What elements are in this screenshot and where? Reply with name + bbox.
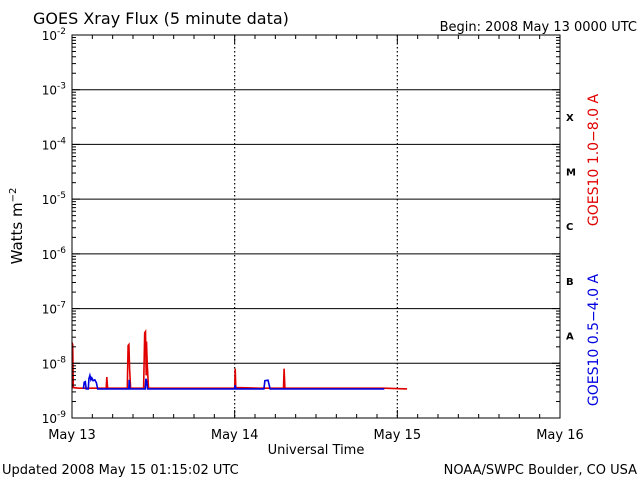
data-source-label: NOAA/SWPC Boulder, CO USA: [444, 463, 637, 478]
y-tick-label: 10-6: [42, 246, 67, 262]
y-tick-label: 10-8: [42, 355, 67, 371]
x-tick-label: May 15: [374, 428, 422, 443]
x-tick-label: May 16: [536, 428, 584, 443]
legend-long-channel: GOES10 1.0−8.0 A: [586, 94, 602, 227]
series-long-channel-line: [71, 329, 408, 390]
flare-class-a: A: [566, 332, 574, 343]
plot-frame: [71, 34, 561, 419]
chart-title: GOES Xray Flux (5 minute data): [33, 9, 289, 28]
series-short-channel-line: [82, 372, 385, 390]
y-tick-label: 10-5: [42, 191, 66, 207]
begin-time-label: Begin: 2008 May 13 0000 UTC: [440, 20, 637, 35]
x-tick-labels: May 13 May 14 May 15 May 16: [48, 428, 584, 443]
y-tick-label: 10-4: [42, 136, 67, 152]
y-axis-label: Watts m−2: [8, 188, 26, 265]
flare-class-c: C: [566, 222, 573, 233]
flare-class-labels: X M C B A: [566, 113, 576, 343]
x-tick-label: May 13: [48, 428, 96, 443]
x-axis-label: Universal Time: [268, 443, 365, 458]
flare-class-b: B: [566, 277, 574, 288]
y-tick-label: 10-2: [42, 27, 66, 43]
y-tick-label: 10-9: [42, 410, 67, 426]
gridlines: [72, 35, 560, 418]
y-tick-label: 10-3: [42, 82, 66, 98]
x-tick-label: May 14: [211, 428, 259, 443]
y-tick-label: 10-7: [42, 301, 66, 317]
legend-short-channel: GOES10 0.5−4.0 A: [586, 274, 602, 407]
flare-class-x: X: [566, 113, 574, 124]
flare-class-m: M: [566, 168, 576, 179]
updated-timestamp: Updated 2008 May 15 01:15:02 UTC: [2, 463, 239, 478]
y-tick-labels: 10-9 10-8 10-7 10-6 10-5 10-4 10-3 10-2: [42, 27, 67, 426]
data-series: [71, 329, 408, 390]
